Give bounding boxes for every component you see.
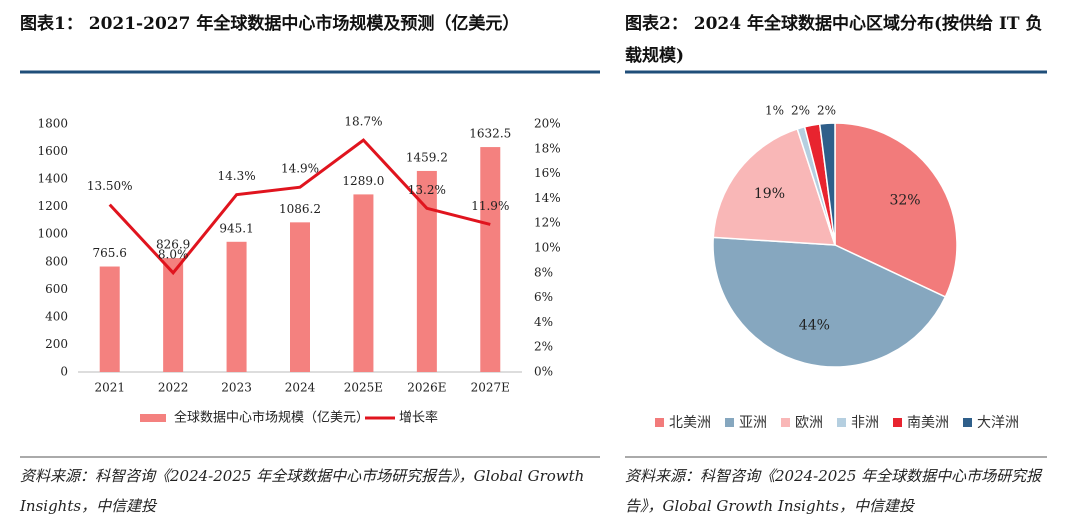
x-tick-label: 2025E: [344, 381, 383, 395]
data-label: 1086.2: [279, 202, 321, 216]
data-label: 18.7%: [344, 115, 382, 129]
y-tick-label: 200: [45, 337, 68, 351]
data-label: 14.3%: [218, 169, 256, 183]
chart-title: 图表1： 2021-2027 年全球数据中心市场规模及预测（亿美元）: [20, 14, 520, 34]
legend-label: 亚洲: [739, 415, 767, 431]
legend-label: 南美洲: [907, 415, 949, 431]
y-tick-label: 0: [60, 365, 68, 379]
x-tick-label: 2022: [158, 381, 189, 395]
y2-tick-label: 8%: [534, 265, 553, 279]
line: [108, 138, 491, 276]
data-label: 44%: [799, 317, 830, 333]
data-label: 2%: [817, 104, 836, 118]
data-label: 19%: [754, 186, 785, 202]
y2-tick-label: 4%: [534, 315, 553, 329]
data-label: 1632.5: [469, 127, 511, 141]
pie-slice: [818, 122, 836, 246]
data-label: 765.6: [93, 246, 127, 260]
bar: [290, 222, 310, 372]
bar: [416, 170, 437, 372]
legend-item: 亚洲: [725, 412, 767, 432]
data-label: 13.50%: [87, 179, 133, 193]
legend-item: 北美洲: [655, 412, 711, 432]
bar: [226, 241, 247, 372]
y-tick-label: 600: [45, 282, 68, 296]
data-label: 1459.2: [406, 150, 448, 164]
y-tick-label: 1800: [37, 117, 68, 131]
y-tick-label: 1400: [37, 172, 68, 186]
data-label: 2%: [791, 104, 810, 118]
y-tick-label: 1000: [37, 227, 68, 241]
legend-item: 欧洲: [781, 412, 823, 432]
data-label: 1%: [765, 104, 784, 118]
x-tick-label: 2024: [285, 381, 316, 395]
y2-tick-label: 0%: [534, 365, 553, 379]
x-tick-label: 2021: [94, 381, 125, 395]
legend-item: 非洲: [837, 412, 879, 432]
legend-swatch: [725, 418, 734, 427]
x-tick-label: 2027E: [471, 381, 510, 395]
y-tick-label: 1600: [37, 144, 68, 158]
legend: 北美洲 亚洲 欧洲 非洲 南美洲 大洋洲: [655, 412, 1019, 432]
bar: [480, 147, 501, 372]
data-label: 826.9: [156, 238, 190, 252]
legend-swatch: [963, 418, 972, 427]
legend-item: 南美洲: [893, 412, 949, 432]
pie-slice: [712, 236, 947, 368]
y2-tick-label: 16%: [534, 166, 561, 180]
legend-label: 北美洲: [669, 415, 711, 431]
chart-title: 图表2： 2024 年全球数据中心区域分布(按供给 IT 负载规模): [625, 14, 1043, 66]
x-tick-label: 2026E: [407, 381, 446, 395]
bar: [99, 266, 120, 372]
y-tick-label: 1200: [37, 199, 68, 213]
source-note: 资料来源：科智咨询《2024-2025 年全球数据中心市场研究报告》，Globa…: [20, 467, 585, 515]
legend-swatch: [781, 418, 790, 427]
legend-label: 非洲: [851, 415, 879, 431]
y2-tick-label: 10%: [534, 241, 561, 255]
data-label: 1289.0: [342, 174, 384, 188]
data-label: 8.0%: [158, 247, 189, 261]
legend-label: 欧洲: [795, 415, 823, 431]
legend-swatch: [893, 418, 902, 427]
y2-tick-label: 2%: [534, 340, 553, 354]
legend-label: 大洋洲: [977, 415, 1019, 431]
x-tick-label: 2023: [221, 381, 252, 395]
pie-slice: [834, 122, 958, 298]
data-label: 13.2%: [408, 183, 446, 197]
y-tick-label: 400: [45, 309, 68, 323]
y2-tick-label: 18%: [534, 141, 561, 155]
y2-tick-label: 20%: [534, 117, 561, 131]
legend-swatch: [140, 414, 166, 422]
data-label: 32%: [889, 193, 920, 209]
bar: [353, 194, 374, 372]
y2-tick-label: 14%: [534, 191, 561, 205]
legend-label: 全球数据中心市场规模（亿美元）: [174, 410, 369, 426]
legend-label: 增长率: [399, 410, 438, 426]
data-label: 11.9%: [471, 199, 509, 213]
y-tick-label: 800: [45, 254, 68, 268]
source-note: 资料来源：科智咨询《2024-2025 年全球数据中心市场研究报告》，Globa…: [625, 467, 1042, 515]
y2-tick-label: 6%: [534, 290, 553, 304]
legend-swatch: [655, 418, 664, 427]
legend-item: 大洋洲: [963, 412, 1019, 432]
data-label: 945.1: [219, 221, 253, 235]
pie-slice: [712, 128, 837, 246]
bar: [163, 258, 184, 372]
legend-swatch: [837, 418, 846, 427]
y2-tick-label: 12%: [534, 216, 561, 230]
data-label: 14.9%: [281, 162, 319, 176]
